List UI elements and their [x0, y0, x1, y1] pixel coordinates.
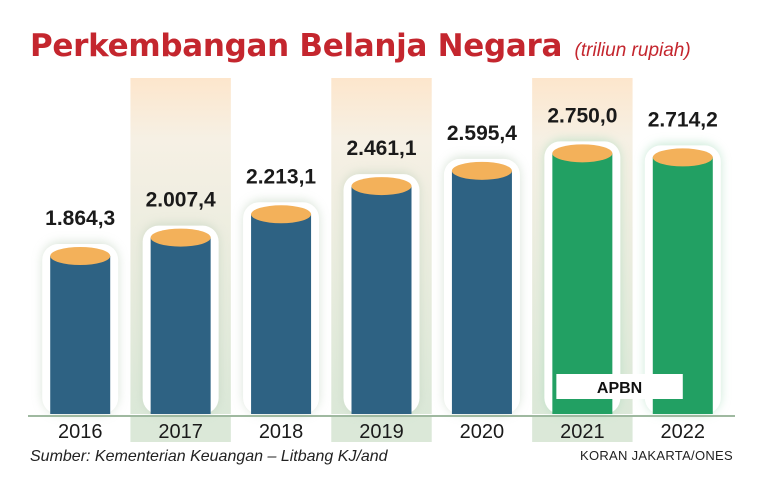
bar-top-2022 [652, 148, 713, 167]
value-label-2019: 2.461,1 [346, 137, 416, 160]
tick-label-2022: 2022 [661, 421, 706, 443]
bar-top-2016 [50, 247, 111, 265]
tick-bg-2019 [331, 417, 432, 442]
value-label-2018: 2.213,1 [246, 165, 316, 188]
value-label-2021: 2.750,0 [547, 104, 617, 127]
bar-top-2017 [150, 228, 211, 247]
bar-2019 [351, 186, 412, 414]
value-label-2020: 2.595,4 [447, 122, 517, 145]
tick-label-2021: 2021 [560, 421, 605, 443]
value-labels: 1.864,3 2.007,4 2.213,1 2.461,1 2.595,4 2.750… [45, 104, 718, 230]
tick-label-2017: 2017 [158, 421, 203, 443]
tick-bg-2017 [130, 417, 231, 442]
apbn-annotation: APBN [556, 374, 683, 399]
apbn-label: APBN [597, 380, 642, 397]
bar-2016 [50, 256, 111, 414]
chart-unit: (triliun rupiah) [574, 40, 691, 61]
bar-top-2019 [351, 177, 412, 196]
bar-2020 [451, 170, 512, 414]
tick-bg-2021 [532, 417, 633, 442]
source-note: Sumber: Kementerian Keuangan – Litbang K… [30, 448, 388, 465]
bar-2017 [150, 237, 211, 414]
apbn-box [556, 374, 683, 399]
bar-2022 [652, 157, 713, 414]
bar-2018 [251, 214, 312, 414]
bar-top-2018 [251, 205, 312, 224]
credit-note: KORAN JAKARTA/ONES [579, 448, 733, 463]
chart-title: Perkembangan Belanja Negara [30, 28, 563, 64]
value-label-2022: 2.714,2 [648, 108, 718, 131]
tick-label-2020: 2020 [460, 421, 505, 443]
chart-title-row: Perkembangan Belanja Negara (triliun rup… [30, 28, 691, 64]
bars [42, 139, 721, 414]
value-label-2016: 1.864,3 [45, 207, 115, 230]
tick-label-2018: 2018 [259, 421, 304, 443]
bar-top-2020 [451, 161, 512, 180]
tick-label-2016: 2016 [58, 421, 103, 443]
bar-2021 [552, 153, 613, 414]
x-axis-tick-labels: 2016 2017 2018 2019 2020 2021 2022 [58, 421, 705, 443]
tick-label-2019: 2019 [359, 421, 404, 443]
value-label-2017: 2.007,4 [146, 189, 216, 212]
bar-top-2021 [552, 144, 613, 163]
